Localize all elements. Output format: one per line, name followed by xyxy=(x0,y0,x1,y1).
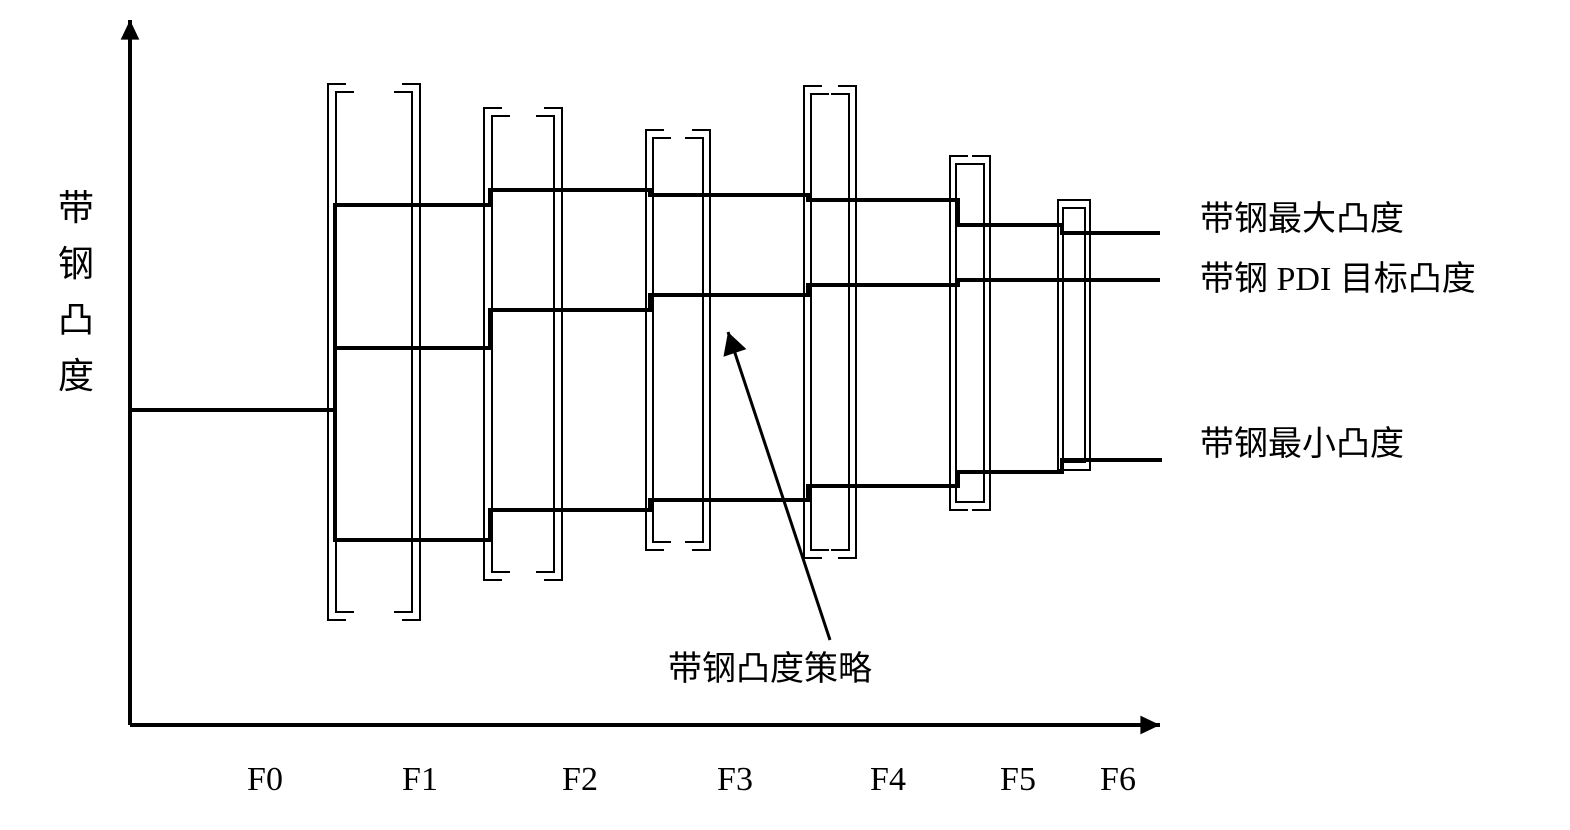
x-tick-label-3: F3 xyxy=(717,761,753,798)
chart-svg: 带钢凸度 带钢最大凸度带钢 PDI 目标凸度带钢最小凸度 F0 F1 F2 F3 F4 F5 F… xyxy=(0,0,1570,830)
x-tick-label-4: F4 xyxy=(870,761,906,798)
x-tick-label-5: F5 xyxy=(1000,761,1036,798)
x-tick-label-2: F2 xyxy=(562,761,598,798)
series-label-0: 带钢最大凸度 xyxy=(1200,200,1404,238)
chart-background xyxy=(0,0,1570,830)
series-label-2: 带钢最小凸度 xyxy=(1200,425,1404,463)
series-label-1: 带钢 PDI 目标凸度 xyxy=(1200,260,1476,298)
x-tick-label-0: F0 xyxy=(247,761,283,798)
chart-container: 带钢凸度 带钢最大凸度带钢 PDI 目标凸度带钢最小凸度 F0 F1 F2 F3 F4 F5 F… xyxy=(0,0,1570,830)
x-tick-label-1: F1 xyxy=(402,761,438,798)
y-axis-label-char: 凸 xyxy=(58,300,94,340)
annotation-label: 带钢凸度策略 xyxy=(668,650,872,688)
y-axis-label-char: 钢 xyxy=(58,244,94,284)
x-tick-label-6: F6 xyxy=(1100,761,1136,798)
y-axis-label-char: 度 xyxy=(58,356,94,396)
y-axis-label-char: 带 xyxy=(58,188,94,228)
